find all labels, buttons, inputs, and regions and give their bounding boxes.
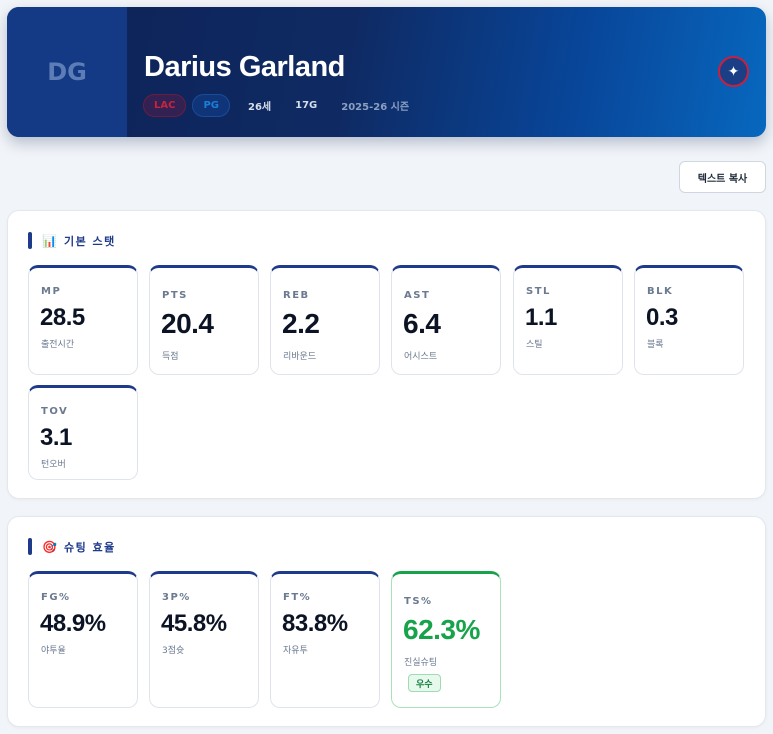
stat-card-tov: TOV 3.1 턴오버 bbox=[28, 385, 138, 480]
stat-label: FT% bbox=[283, 592, 312, 603]
player-meta: LAC PG 26세 17G 2025-26 시즌 bbox=[143, 94, 421, 117]
stat-card-pts: PTS 20.4 득점 bbox=[149, 265, 259, 375]
position-badge: PG bbox=[192, 94, 230, 117]
chart-icon: 📊 bbox=[42, 233, 57, 248]
stat-card-blk: BLK 0.3 블록 bbox=[634, 265, 744, 375]
player-avatar: DG bbox=[7, 7, 127, 137]
stat-desc: 출전시간 bbox=[41, 340, 75, 350]
target-icon: 🎯 bbox=[42, 539, 57, 554]
stat-value: 0.3 bbox=[646, 304, 678, 331]
stat-card-mp: MP 28.5 출전시간 bbox=[28, 265, 138, 375]
stat-label: TS% bbox=[404, 596, 433, 607]
season-label: 2025-26 시즌 bbox=[341, 102, 410, 113]
stat-desc: 턴오버 bbox=[41, 460, 66, 470]
stat-desc: 3점슛 bbox=[162, 646, 185, 656]
player-header: DG Darius Garland LAC PG 26세 17G 2025-26… bbox=[7, 7, 766, 137]
copy-text-button[interactable]: 텍스트 복사 bbox=[679, 161, 766, 193]
stat-desc: 스틸 bbox=[526, 340, 543, 350]
stat-value: 1.1 bbox=[525, 304, 557, 331]
stat-card-ft: FT% 83.8% 자유투 bbox=[270, 571, 380, 708]
stat-label: PTS bbox=[162, 290, 188, 301]
player-age: 26세 bbox=[248, 102, 272, 113]
stat-desc: 진실슈팅 bbox=[404, 658, 438, 668]
section-header: 🎯 슈팅 효율 bbox=[28, 538, 116, 555]
stat-desc: 리바운드 bbox=[283, 352, 317, 362]
section-title: 기본 스탯 bbox=[63, 234, 116, 248]
section-title: 슈팅 효율 bbox=[63, 540, 116, 554]
stat-desc: 자유투 bbox=[283, 646, 308, 656]
stat-value: 20.4 bbox=[161, 308, 214, 339]
stat-label: 3P% bbox=[162, 592, 191, 603]
stat-label: REB bbox=[283, 290, 310, 301]
player-initials: DG bbox=[47, 58, 87, 86]
games-played: 17G bbox=[295, 100, 318, 111]
stat-value: 45.8% bbox=[161, 610, 227, 637]
stat-desc: 블록 bbox=[647, 340, 664, 350]
stat-card-ast: AST 6.4 어시스트 bbox=[391, 265, 501, 375]
stat-label: TOV bbox=[41, 406, 69, 417]
stat-value: 62.3% bbox=[403, 614, 480, 645]
stat-label: MP bbox=[41, 286, 62, 297]
stat-card-3p: 3P% 45.8% 3점슛 bbox=[149, 571, 259, 708]
stat-value: 48.9% bbox=[40, 610, 106, 637]
stat-label: FG% bbox=[41, 592, 71, 603]
stat-label: BLK bbox=[647, 286, 674, 297]
stat-card-ts: TS% 62.3% 진실슈팅 우수 bbox=[391, 571, 501, 708]
stat-card-stl: STL 1.1 스틸 bbox=[513, 265, 623, 375]
stat-desc: 득점 bbox=[162, 352, 179, 362]
section-accent-bar bbox=[28, 538, 32, 555]
stat-desc: 어시스트 bbox=[404, 352, 438, 362]
stat-value: 28.5 bbox=[40, 304, 85, 331]
team-logo-icon: ✦ bbox=[718, 56, 749, 87]
shooting-section: 🎯 슈팅 효율 FG% 48.9% 야투율 3P% 45.8% 3점슛 FT% … bbox=[7, 516, 766, 727]
stat-card-fg: FG% 48.9% 야투율 bbox=[28, 571, 138, 708]
rating-badge: 우수 bbox=[408, 674, 441, 692]
stat-card-reb: REB 2.2 리바운드 bbox=[270, 265, 380, 375]
section-header: 📊 기본 스탯 bbox=[28, 232, 116, 249]
stat-desc: 야투율 bbox=[41, 646, 66, 656]
stat-value: 2.2 bbox=[282, 308, 320, 339]
stat-value: 83.8% bbox=[282, 610, 348, 637]
stat-label: AST bbox=[404, 290, 431, 301]
basic-stats-section: 📊 기본 스탯 MP 28.5 출전시간 PTS 20.4 득점 REB 2.2… bbox=[7, 210, 766, 499]
stat-label: STL bbox=[526, 286, 551, 297]
section-accent-bar bbox=[28, 232, 32, 249]
stat-value: 3.1 bbox=[40, 424, 72, 451]
team-badge: LAC bbox=[143, 94, 187, 117]
player-name: Darius Garland bbox=[144, 51, 345, 83]
stat-value: 6.4 bbox=[403, 308, 441, 339]
